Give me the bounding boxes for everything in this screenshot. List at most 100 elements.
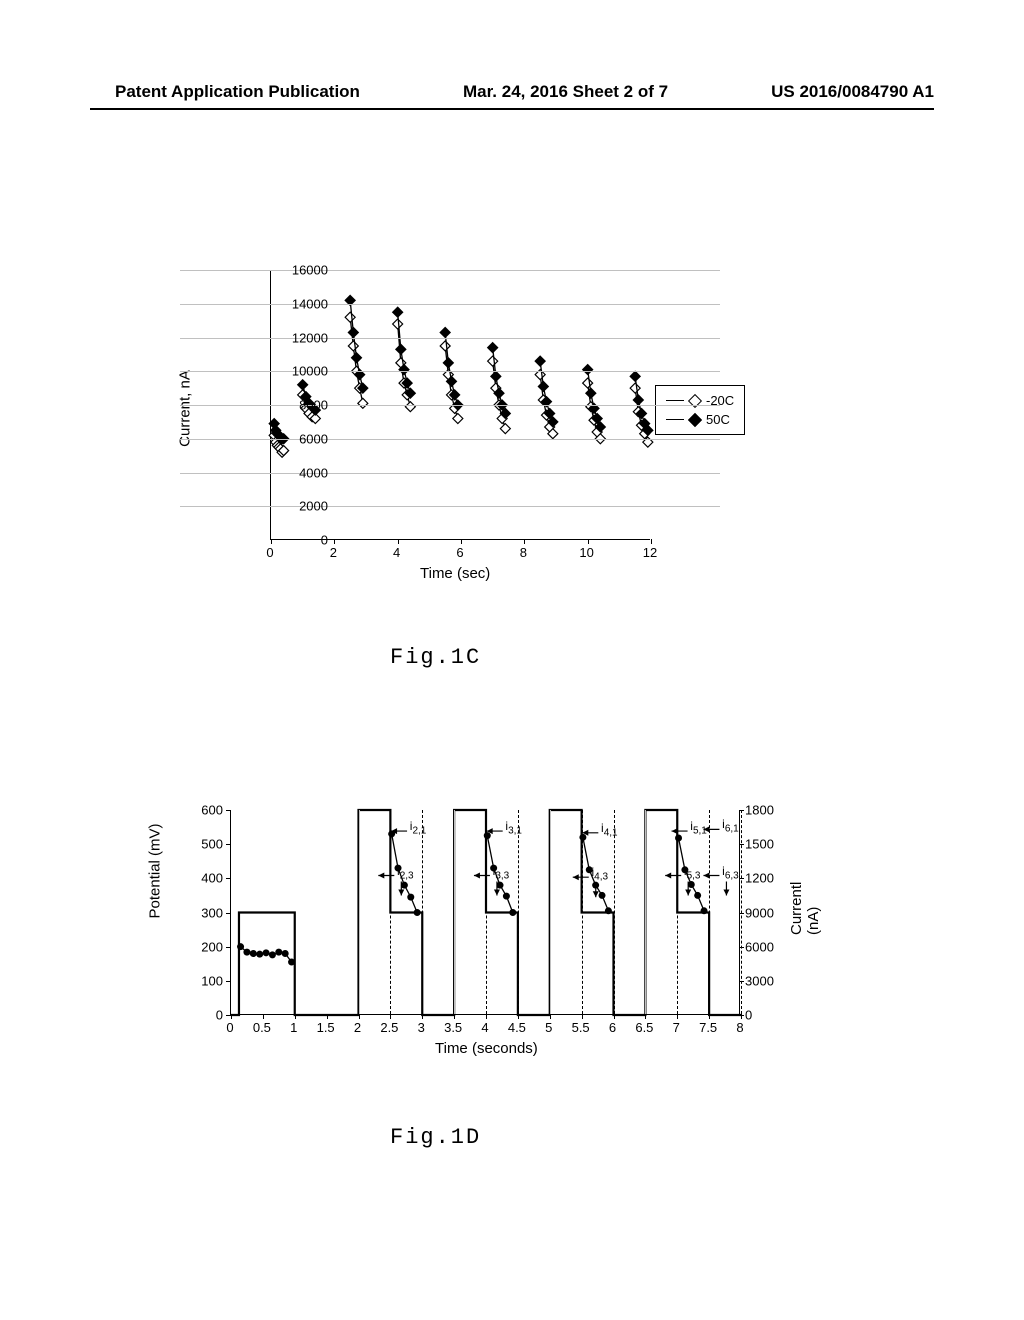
xtick-label: 5 bbox=[545, 1020, 552, 1035]
ytick-label: 10000 bbox=[278, 364, 328, 379]
gridline-dashed bbox=[614, 810, 615, 1014]
gridline-dashed bbox=[677, 810, 678, 1014]
ytick-left-label: 500 bbox=[183, 837, 223, 852]
ytick-left-label: 400 bbox=[183, 871, 223, 886]
xtick-label: 2.5 bbox=[380, 1020, 398, 1035]
annotation-label: i3,1 bbox=[505, 819, 522, 836]
xtick-mark bbox=[677, 1014, 678, 1019]
ytick-right-label: 1200 bbox=[745, 871, 790, 886]
xtick-label: 7.5 bbox=[699, 1020, 717, 1035]
chart2-xlabel: Time (seconds) bbox=[435, 1040, 538, 1057]
legend-label: 50C bbox=[706, 412, 730, 427]
gridline-dashed bbox=[741, 810, 742, 1014]
xtick-mark bbox=[390, 1014, 391, 1019]
xtick-mark bbox=[518, 1014, 519, 1019]
annotation-label: i2,1 bbox=[410, 819, 427, 836]
legend-line-icon bbox=[666, 400, 684, 401]
xtick-label: 7 bbox=[673, 1020, 680, 1035]
ytick-mark bbox=[226, 981, 231, 982]
legend-item-minus20c: -20C bbox=[666, 391, 734, 410]
ytick-label: 12000 bbox=[278, 330, 328, 345]
ytick-right-label: 1800 bbox=[745, 803, 790, 818]
header-center: Mar. 24, 2016 Sheet 2 of 7 bbox=[463, 82, 668, 102]
gridline-dashed bbox=[390, 810, 391, 1014]
xtick-mark bbox=[398, 539, 399, 544]
xtick-label: 1 bbox=[290, 1020, 297, 1035]
diamond-filled-icon bbox=[688, 412, 702, 426]
ytick-label: 2000 bbox=[278, 499, 328, 514]
xtick-label: 4.5 bbox=[508, 1020, 526, 1035]
ytick-right-label: 3000 bbox=[745, 973, 790, 988]
xtick-label: 0 bbox=[266, 545, 273, 560]
gridline bbox=[180, 371, 720, 372]
xtick-mark bbox=[741, 1014, 742, 1019]
ytick-left-label: 200 bbox=[183, 939, 223, 954]
ytick-label: 6000 bbox=[278, 431, 328, 446]
xtick-label: 3 bbox=[418, 1020, 425, 1035]
page-header: Patent Application Publication Mar. 24, … bbox=[0, 82, 1024, 102]
ytick-label: 4000 bbox=[278, 465, 328, 480]
gridline-dashed bbox=[486, 810, 487, 1014]
chart1-legend: -20C 50C bbox=[655, 385, 745, 435]
xtick-label: 6 bbox=[609, 1020, 616, 1035]
ytick-left-label: 100 bbox=[183, 973, 223, 988]
xtick-mark bbox=[614, 1014, 615, 1019]
xtick-mark bbox=[271, 539, 272, 544]
annotation-label: i5,3 bbox=[684, 864, 701, 881]
chart-fig-1d: Potential (mV) Currentl (nA) Time (secon… bbox=[155, 800, 815, 1090]
xtick-label: 6.5 bbox=[635, 1020, 653, 1035]
xtick-label: 12 bbox=[643, 545, 657, 560]
annotation-label: i3,3 bbox=[493, 864, 510, 881]
xtick-label: 4 bbox=[393, 545, 400, 560]
chart1-xlabel: Time (sec) bbox=[420, 565, 490, 582]
chart2-plot-area bbox=[230, 810, 740, 1015]
xtick-label: 0 bbox=[226, 1020, 233, 1035]
ytick-label: 0 bbox=[278, 533, 328, 548]
legend-line-icon bbox=[666, 419, 684, 420]
chart1-ylabel: Current, nA bbox=[177, 370, 194, 447]
xtick-label: 8 bbox=[520, 545, 527, 560]
legend-item-50c: 50C bbox=[666, 410, 734, 429]
xtick-mark bbox=[327, 1014, 328, 1019]
gridline bbox=[180, 270, 720, 271]
gridline bbox=[550, 810, 551, 1014]
ytick-left-label: 600 bbox=[183, 803, 223, 818]
ytick-mark bbox=[226, 844, 231, 845]
xtick-mark bbox=[359, 1014, 360, 1019]
xtick-mark bbox=[524, 539, 525, 544]
xtick-mark bbox=[295, 1014, 296, 1019]
gridline-dashed bbox=[582, 810, 583, 1014]
chart2-ylabel-left: Potential (mV) bbox=[147, 823, 164, 918]
header-left: Patent Application Publication bbox=[115, 82, 360, 102]
xtick-mark bbox=[454, 1014, 455, 1019]
chart-fig-1c: Current, nA Time (sec) -20C 50C 02000400… bbox=[180, 260, 720, 590]
ytick-right-label: 0 bbox=[745, 1008, 790, 1023]
xtick-label: 2 bbox=[354, 1020, 361, 1035]
chart2-ylabel-right: Currentl (nA) bbox=[788, 882, 822, 935]
gridline bbox=[454, 810, 455, 1014]
gridline bbox=[180, 506, 720, 507]
xtick-mark bbox=[231, 1014, 232, 1019]
annotation-label: i2,3 bbox=[397, 864, 414, 881]
ytick-label: 16000 bbox=[278, 263, 328, 278]
xtick-mark bbox=[334, 539, 335, 544]
ytick-right-label: 6000 bbox=[745, 939, 790, 954]
annotation-label: i6,3 bbox=[722, 864, 739, 881]
header-right: US 2016/0084790 A1 bbox=[771, 82, 934, 102]
xtick-mark bbox=[651, 539, 652, 544]
gridline bbox=[180, 473, 720, 474]
xtick-mark bbox=[422, 1014, 423, 1019]
xtick-label: 8 bbox=[736, 1020, 743, 1035]
xtick-label: 5.5 bbox=[572, 1020, 590, 1035]
gridline-dashed bbox=[709, 810, 710, 1014]
xtick-mark bbox=[263, 1014, 264, 1019]
ytick-mark bbox=[226, 810, 231, 811]
ytick-mark bbox=[226, 913, 231, 914]
xtick-mark bbox=[588, 539, 589, 544]
annotation-label: i6,1 bbox=[722, 817, 739, 834]
gridline-dashed bbox=[422, 810, 423, 1014]
xtick-label: 6 bbox=[456, 545, 463, 560]
gridline bbox=[180, 405, 720, 406]
ytick-right-label: 9000 bbox=[745, 905, 790, 920]
figure-label-1c: Fig.1C bbox=[390, 645, 481, 670]
